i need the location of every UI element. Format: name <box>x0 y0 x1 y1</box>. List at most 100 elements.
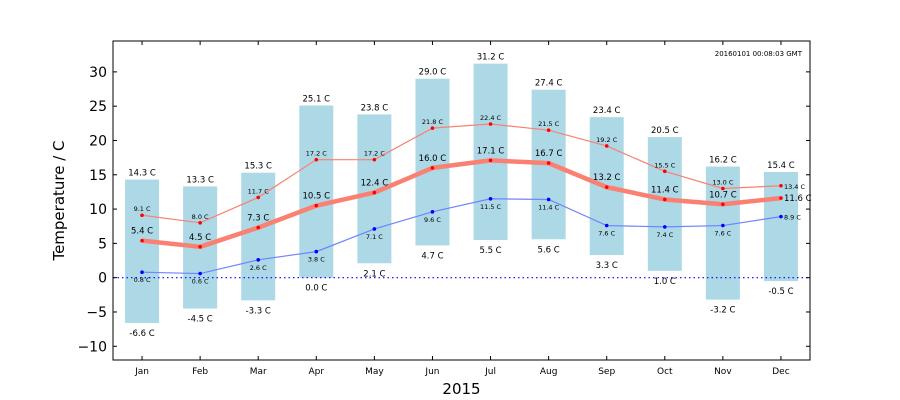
label-range-max-mar: 15.3 C <box>244 162 272 172</box>
label-mean-max-jul: 22.4 C <box>480 114 502 122</box>
x-tick-label-sep: Sep <box>598 367 615 377</box>
label-mean-min-jun: 9.6 C <box>424 216 441 224</box>
label-mean-min-feb: 0.6 C <box>192 278 209 286</box>
x-tick-label-dec: Dec <box>772 367 789 377</box>
x-tick-label-aug: Aug <box>540 367 558 377</box>
label-range-max-nov: 16.2 C <box>709 156 737 166</box>
label-mean-sep: 13.2 C <box>593 173 621 183</box>
x-tick-label-mar: Mar <box>250 367 267 377</box>
label-range-max-may: 23.8 C <box>361 103 389 113</box>
label-range-max-apr: 25.1 C <box>303 94 331 104</box>
mean-point-apr <box>314 203 319 208</box>
mean-max-point-feb <box>198 220 202 225</box>
label-mean-jul: 17.1 C <box>477 146 505 156</box>
label-range-max-dec: 15.4 C <box>767 161 795 171</box>
mean-line <box>141 158 782 250</box>
mean-max-point-sep <box>604 144 609 148</box>
label-mean-aug: 16.7 C <box>535 149 563 159</box>
label-mean-min-mar: 2.6 C <box>250 264 267 272</box>
label-mean-min-jan: 0.8 C <box>134 276 151 284</box>
label-mean-jun: 16.0 C <box>419 154 447 164</box>
mean-max-point-jul <box>488 122 493 126</box>
range-bar-mar <box>241 172 276 301</box>
mean-min-point-oct <box>662 225 667 229</box>
y-tick-label: −5 <box>86 305 107 321</box>
label-range-min-dec: -0.5 C <box>768 287 793 297</box>
label-mean-max-nov: 13.0 C <box>712 178 734 186</box>
label-range-min-nov: -3.2 C <box>710 306 735 316</box>
label-mean-mar: 7.3 C <box>247 214 269 224</box>
label-mean-apr: 10.5 C <box>303 192 331 202</box>
mean-min-point-may <box>372 227 377 231</box>
label-mean-max-apr: 17.2 C <box>306 150 328 158</box>
mean-point-sep <box>604 185 609 189</box>
label-mean-min-jul: 11.5 C <box>480 203 502 211</box>
mean-point-feb <box>198 245 202 249</box>
y-tick-label: 0 <box>98 271 107 287</box>
mean-point-jan <box>140 238 144 243</box>
mean-max-point-oct <box>662 169 667 174</box>
label-mean-nov: 10.7 C <box>709 190 737 200</box>
mean-max-point-jun <box>430 126 435 130</box>
label-range-min-may: 2.1 C <box>363 269 385 279</box>
mean-min-point-aug <box>546 197 551 202</box>
mean-point-aug <box>546 161 551 165</box>
label-range-max-jul: 31.2 C <box>477 53 505 63</box>
mean-point-oct <box>662 197 667 202</box>
mean-max-point-aug <box>546 128 551 132</box>
label-range-min-feb: -4.5 C <box>188 315 213 325</box>
label-range-max-sep: 23.4 C <box>593 106 621 116</box>
label-range-min-aug: 5.6 C <box>538 245 560 255</box>
x-tick-label-jul: Jul <box>484 367 496 377</box>
mean-min-point-jul <box>488 196 493 201</box>
label-mean-dec: 11.6 C <box>784 194 812 204</box>
plot-area <box>112 40 811 361</box>
mean-max-point-dec <box>779 183 783 188</box>
y-tick-label: 25 <box>89 99 107 115</box>
y-tick-label: 10 <box>89 202 107 218</box>
x-tick-label-feb: Feb <box>192 367 208 377</box>
label-range-min-apr: 0.0 C <box>305 284 327 294</box>
mean-point-jul <box>488 158 493 163</box>
mean-min-line <box>142 198 782 275</box>
label-range-min-sep: 3.3 C <box>596 261 618 271</box>
label-mean-max-aug: 21.5 C <box>538 120 560 128</box>
mean-min-point-jan <box>140 270 144 274</box>
label-range-max-oct: 20.5 C <box>651 126 679 136</box>
mean-min-point-apr <box>314 249 319 254</box>
label-mean-min-sep: 7.6 C <box>598 230 615 238</box>
label-mean-max-jun: 21.8 C <box>422 118 444 126</box>
mean-max-point-apr <box>314 157 319 162</box>
mean-max-line <box>141 123 781 224</box>
mean-max-point-may <box>372 157 377 162</box>
mean-max-point-jan <box>140 213 144 218</box>
mean-max-point-nov <box>721 186 725 191</box>
label-range-max-jan: 14.3 C <box>128 169 156 179</box>
label-mean-max-mar: 11.7 C <box>248 187 270 195</box>
mean-max-point-mar <box>256 195 261 200</box>
mean-min-point-nov <box>721 223 725 228</box>
label-range-min-oct: 1.0 C <box>654 277 676 287</box>
x-tick-label-may: May <box>365 367 384 377</box>
label-mean-min-apr: 3.8 C <box>308 256 325 264</box>
mean-min-point-sep <box>604 223 609 228</box>
label-mean-feb: 4.5 C <box>189 233 211 243</box>
label-mean-min-aug: 11.4 C <box>538 203 560 211</box>
y-tick-label: 20 <box>89 133 107 149</box>
x-tick-label-apr: Apr <box>309 367 325 377</box>
label-range-max-feb: 13.3 C <box>186 175 214 185</box>
label-mean-max-dec: 13.4 C <box>784 183 806 191</box>
mean-min-point-mar <box>256 258 261 262</box>
label-range-min-jun: 4.7 C <box>421 251 443 261</box>
label-range-min-jul: 5.5 C <box>479 246 501 256</box>
mean-point-nov <box>721 202 725 207</box>
x-axis-label: 2015 <box>442 380 480 398</box>
y-tick-label: 15 <box>89 168 107 184</box>
label-mean-max-oct: 15.5 C <box>654 161 676 169</box>
y-tick-label: 5 <box>98 236 107 252</box>
range-bar-jul <box>473 63 508 240</box>
range-bar-jun <box>415 78 450 246</box>
label-mean-max-jan: 9.1 C <box>134 205 151 213</box>
label-mean-min-oct: 7.4 C <box>656 231 673 239</box>
